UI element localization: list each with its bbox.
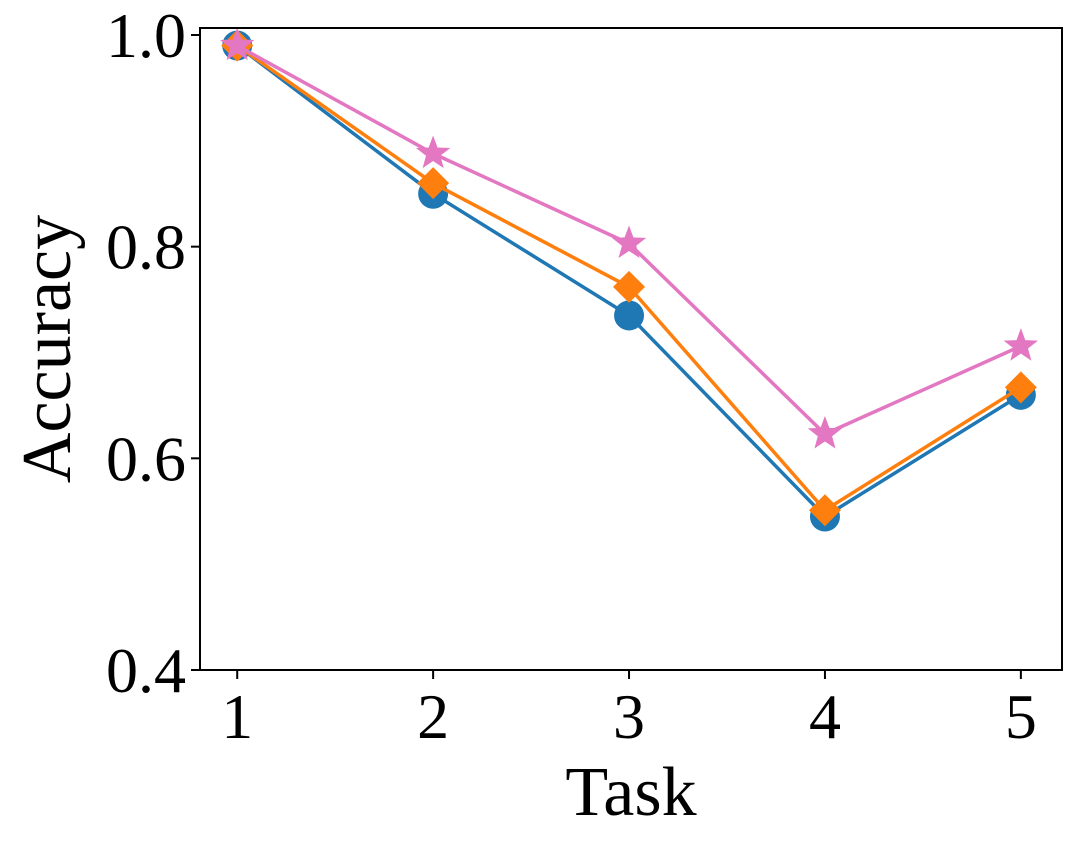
series-2-point-3 [613, 270, 646, 303]
y-tick-label-0.8: 0.8 [106, 212, 186, 283]
series-layer [220, 27, 1038, 532]
x-tick-label-4: 4 [809, 681, 841, 752]
plot-frame [199, 27, 1063, 671]
series-2 [221, 29, 1037, 527]
x-tick-label-3: 3 [613, 681, 645, 752]
series-1-point-3 [614, 300, 645, 331]
series-2-point-4 [808, 494, 841, 527]
series-3-point-1 [220, 27, 255, 61]
series-3-point-4 [807, 416, 843, 449]
series-3-point-5 [1003, 328, 1038, 361]
series-3 [220, 27, 1038, 449]
y-tick-label-1.0: 1.0 [106, 0, 186, 71]
series-3-point-2 [416, 135, 451, 169]
y-axis-title: Accuracy [9, 215, 86, 483]
series-3-point-3 [611, 225, 647, 258]
x-tick-label-2: 2 [417, 681, 449, 752]
axis-ticks [191, 33, 1022, 679]
x-axis-title: Task [565, 754, 696, 831]
x-tick-label-1: 1 [221, 681, 253, 752]
y-tick-label-0.4: 0.4 [106, 635, 186, 706]
series-2-point-2 [417, 167, 450, 200]
series-2-point-5 [1004, 371, 1037, 404]
tick-labels: 1 2 3 4 5 0.4 0.6 0.8 1.0 [106, 0, 1037, 752]
y-tick-label-0.6: 0.6 [106, 423, 186, 494]
x-tick-label-5: 5 [1005, 681, 1037, 752]
